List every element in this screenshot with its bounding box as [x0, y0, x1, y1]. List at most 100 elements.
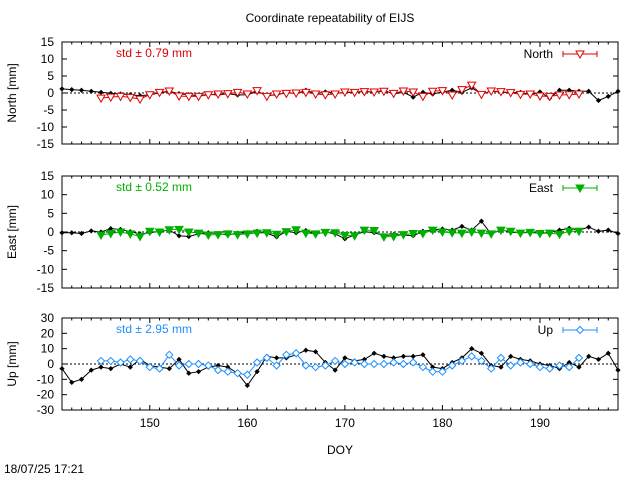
y-tick-label: 5	[47, 206, 54, 220]
y-tick-label: 10	[41, 342, 55, 356]
series-line	[61, 87, 619, 102]
data-point	[595, 97, 602, 104]
data-point	[350, 358, 359, 367]
data-point	[615, 367, 621, 373]
data-point	[59, 365, 65, 372]
data-point	[194, 359, 203, 369]
data-point	[78, 230, 85, 237]
data-point	[145, 362, 154, 372]
data-point	[447, 361, 457, 370]
data-point	[535, 92, 545, 102]
data-point	[427, 87, 438, 97]
x-tick-label: 160	[237, 416, 257, 430]
data-point	[271, 230, 282, 240]
data-point	[360, 359, 369, 369]
data-point	[105, 93, 116, 103]
data-point	[135, 95, 145, 105]
data-point	[535, 229, 545, 239]
data-point	[466, 228, 477, 238]
data-point	[310, 90, 321, 100]
data-point	[213, 90, 223, 100]
data-point	[213, 231, 223, 240]
data-point	[469, 346, 475, 352]
data-point	[204, 361, 213, 370]
data-point	[410, 353, 416, 359]
legend-marker	[575, 50, 585, 60]
data-point	[252, 87, 262, 96]
data-point	[605, 350, 611, 356]
legend-label: East	[529, 181, 554, 195]
north-legend: North	[524, 47, 598, 61]
data-point	[505, 227, 516, 237]
data-point	[69, 379, 75, 386]
y-tick-label: -15	[37, 281, 55, 295]
panels-container: 15 10 5 0 -5 -10 -15 North [mm] std ± 0.79 mm Nor…	[5, 35, 621, 457]
east-legend: East	[529, 181, 598, 195]
x-axis-label: DOY	[327, 443, 353, 457]
legend-label: North	[524, 47, 553, 61]
data-point	[498, 364, 504, 370]
data-point	[203, 91, 214, 100]
data-point	[418, 229, 428, 239]
data-point	[310, 230, 321, 239]
y-tick-label: -10	[37, 120, 55, 134]
data-point	[127, 364, 133, 370]
series-line	[61, 348, 619, 387]
data-point	[427, 226, 438, 236]
up-series-colored	[96, 349, 584, 379]
data-point	[381, 353, 387, 359]
data-point	[291, 226, 301, 235]
data-point	[586, 224, 592, 230]
data-point	[96, 356, 106, 366]
data-point	[186, 370, 192, 376]
data-point	[574, 227, 584, 237]
data-point	[388, 232, 399, 242]
data-point	[166, 365, 172, 372]
data-point	[254, 369, 260, 375]
data-point	[222, 230, 233, 239]
data-point	[477, 356, 486, 366]
data-point	[486, 364, 496, 373]
data-point	[312, 349, 319, 355]
data-point	[59, 230, 65, 236]
data-point	[526, 359, 535, 369]
data-point	[398, 231, 409, 240]
data-point	[232, 88, 243, 98]
data-point	[544, 229, 555, 239]
data-point	[281, 228, 292, 237]
y-tick-label: 20	[41, 326, 55, 340]
data-point	[408, 88, 419, 97]
north-y-axis-label: North [mm]	[5, 63, 19, 122]
data-point	[125, 93, 136, 103]
data-point	[154, 228, 165, 238]
data-point	[408, 229, 419, 239]
data-point	[281, 89, 292, 99]
data-point	[398, 87, 409, 96]
y-tick-label: 0	[47, 225, 54, 239]
data-point	[261, 92, 272, 102]
data-point	[115, 228, 126, 238]
data-point	[496, 353, 506, 363]
series-line	[62, 220, 619, 240]
data-point	[400, 353, 407, 359]
data-point	[447, 229, 458, 238]
data-point	[340, 88, 350, 97]
legend-marker	[575, 184, 585, 194]
data-point	[459, 223, 465, 230]
data-point	[164, 226, 175, 235]
east-std-label: std ± 0.52 mm	[116, 180, 192, 194]
data-point	[144, 91, 155, 100]
data-point	[300, 88, 311, 98]
data-point	[98, 89, 104, 95]
data-point	[379, 359, 389, 369]
data-point	[271, 90, 282, 100]
data-point	[96, 94, 106, 104]
data-point	[515, 90, 526, 100]
data-point	[203, 231, 214, 240]
data-point	[116, 358, 125, 367]
y-tick-label: 10	[41, 188, 55, 202]
data-point	[330, 90, 340, 100]
data-point	[615, 88, 621, 94]
data-point	[320, 91, 331, 100]
